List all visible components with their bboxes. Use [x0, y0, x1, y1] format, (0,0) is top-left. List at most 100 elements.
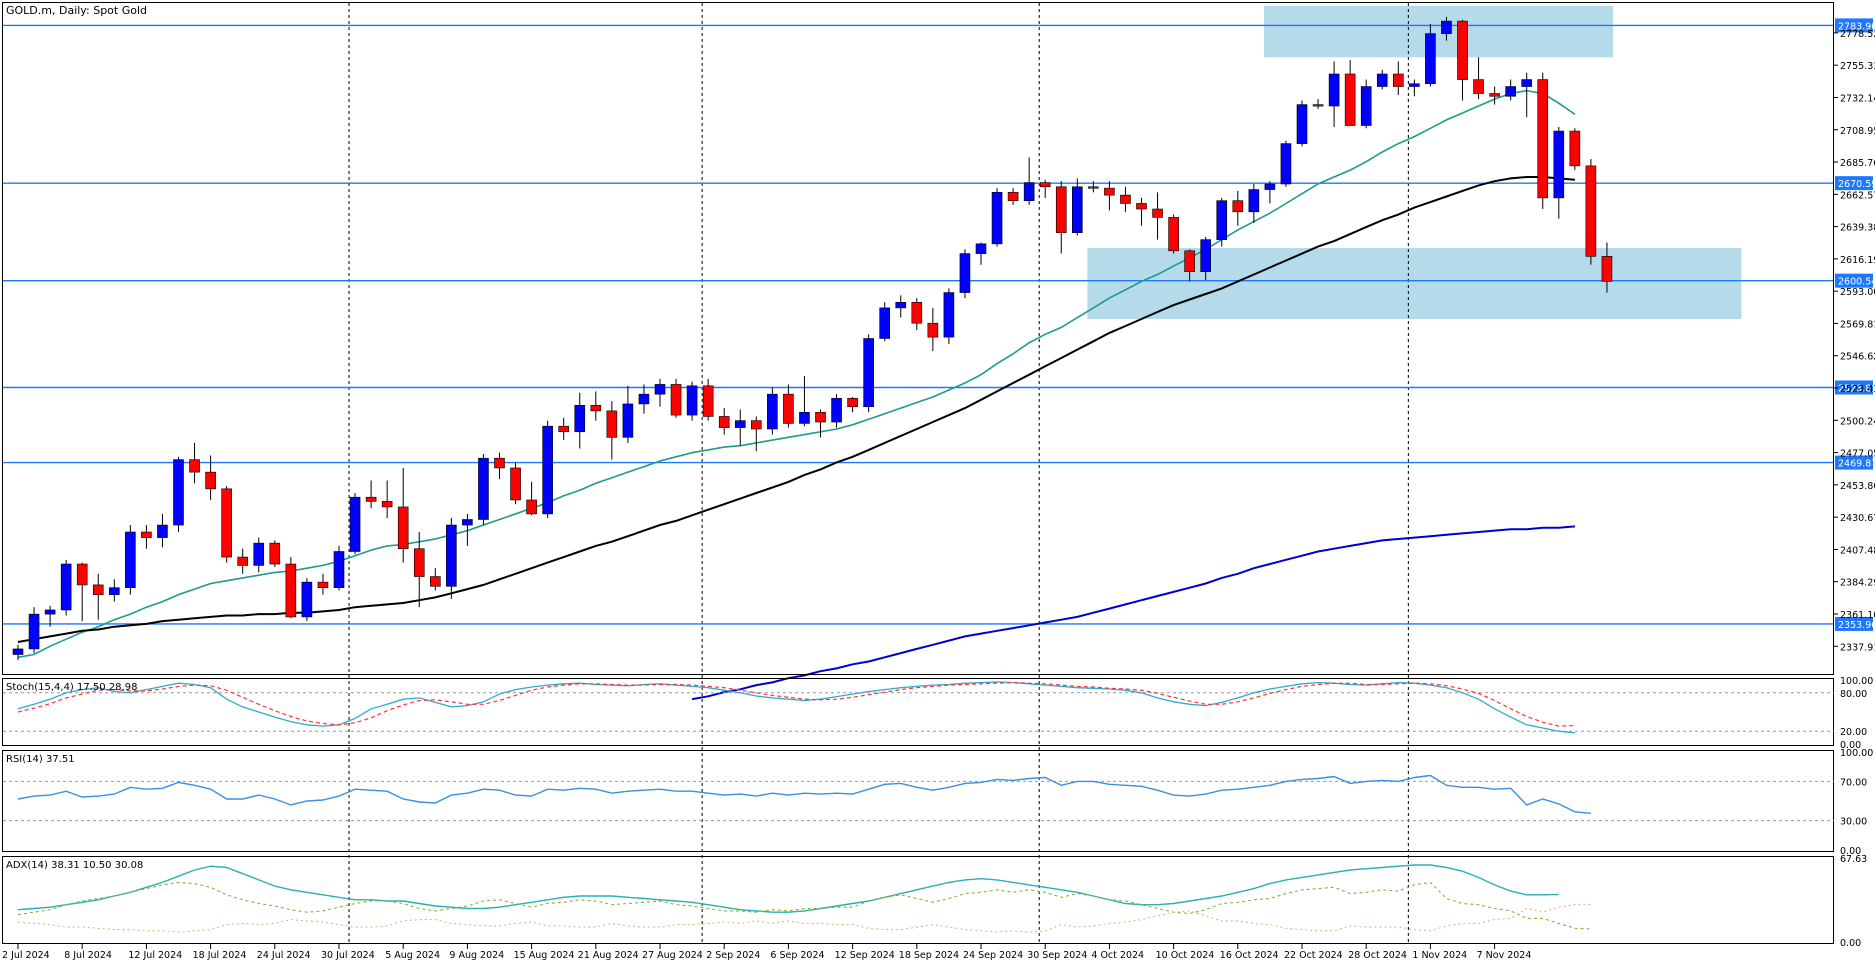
candle-body	[1055, 186, 1067, 233]
candle-body	[1489, 93, 1500, 97]
zones	[1087, 5, 1742, 320]
candle-body	[1232, 200, 1244, 213]
rsi-tick-label-2: 30.00	[1840, 817, 1867, 828]
candle-body	[638, 393, 650, 405]
main-panel-frame	[2, 2, 1834, 675]
candle-body	[1344, 73, 1356, 126]
candle-body	[975, 243, 987, 254]
candle-6	[109, 579, 120, 602]
candle-91	[1473, 57, 1484, 100]
candle-body	[1296, 104, 1308, 144]
candle-body	[959, 253, 971, 293]
ma-short-line	[17, 89, 1576, 659]
candle-59	[959, 249, 971, 299]
candle-body	[542, 425, 553, 515]
candle-body	[734, 420, 746, 428]
candle-body	[1104, 187, 1115, 196]
price-tick-label-14: 2453.86	[1840, 481, 1875, 492]
rsi-tick-label-3: 0.00	[1840, 846, 1861, 857]
candle-body	[895, 302, 907, 309]
price-tick-label-15: 2430.67	[1840, 513, 1875, 524]
candle-body	[815, 411, 826, 423]
stoch-tick-label-3: 0.00	[1840, 740, 1861, 751]
chart-title: GOLD.m, Daily: Spot Gold	[6, 4, 147, 17]
zone-0	[1263, 5, 1613, 58]
candle-90	[1457, 19, 1468, 101]
candle-body	[558, 425, 570, 433]
candle-49	[799, 376, 810, 427]
price-tick-label-12: 2500.24	[1840, 416, 1875, 427]
price-level-tag-3	[1835, 380, 1873, 395]
candle-19	[317, 573, 329, 595]
candle-body	[1264, 183, 1276, 190]
candle-44	[718, 408, 730, 435]
adx-adx-line	[17, 864, 1559, 913]
candle-26	[429, 568, 441, 591]
candle-68	[1104, 181, 1115, 211]
price-levels: 2783.90 2670.59 2600.54 2523.81 2469.87 2353.…	[3, 18, 1875, 631]
candle-67	[1088, 181, 1099, 193]
candle-body	[1585, 165, 1597, 257]
candle-body	[1216, 200, 1228, 240]
price-tick-label-7: 2616.19	[1840, 255, 1875, 266]
candle-8	[141, 525, 152, 549]
time-label-5: 30 Jul 2024	[321, 950, 375, 961]
candle-body	[381, 501, 393, 508]
candle-body	[1328, 73, 1340, 107]
candle-63	[1023, 157, 1035, 205]
candle-66	[1072, 178, 1083, 236]
candle-body	[1312, 104, 1324, 107]
candle-84	[1360, 79, 1372, 129]
candle-body	[397, 506, 409, 550]
time-label-23: 7 Nov 2024	[1477, 950, 1532, 961]
candle-20	[333, 545, 345, 591]
candle-78	[1264, 181, 1276, 204]
candle-76	[1232, 190, 1244, 226]
candle-0	[12, 644, 24, 661]
candle-body	[799, 411, 810, 424]
candle-body	[189, 459, 200, 473]
price-level-label-1: 2670.59	[1838, 179, 1875, 190]
price-tick-label-18: 2361.10	[1840, 610, 1875, 621]
price-tick-label-16: 2407.48	[1840, 545, 1875, 556]
rsi-values-line	[17, 774, 1591, 814]
candle-36	[590, 391, 602, 421]
candle-body	[1537, 79, 1549, 199]
candle-body	[1200, 239, 1211, 272]
candle-body	[429, 576, 441, 587]
candle-48	[783, 384, 794, 428]
candle-body	[1376, 73, 1388, 87]
stoch-tick-label-1: 80.00	[1840, 689, 1867, 700]
price-tick-label-13: 2477.05	[1840, 449, 1875, 460]
candle-85	[1376, 69, 1388, 90]
candle-body	[783, 393, 794, 424]
candle-42	[686, 381, 698, 421]
candle-body	[349, 496, 361, 552]
candle-72	[1168, 214, 1179, 254]
price-tick-label-6: 2639.38	[1840, 223, 1875, 234]
candle-79	[1280, 140, 1292, 187]
candle-body	[494, 457, 505, 469]
price-tick-label-3: 2708.95	[1840, 126, 1875, 137]
candle-body	[92, 584, 104, 595]
candle-body	[1280, 143, 1292, 185]
price-tick-label-1: 2755.33	[1840, 61, 1875, 72]
price-level-tag-1	[1835, 176, 1873, 191]
candle-body	[750, 420, 762, 430]
candle-40	[654, 378, 666, 407]
candle-body	[76, 563, 88, 586]
candle-body	[109, 587, 120, 595]
candle-body	[1023, 182, 1035, 201]
candle-98	[1585, 158, 1597, 265]
candle-body	[574, 405, 586, 433]
candle-12	[205, 455, 216, 500]
candle-body	[269, 542, 281, 565]
candle-24	[397, 467, 409, 563]
price-level-tag-4	[1835, 455, 1873, 470]
candle-body	[141, 531, 152, 538]
candle-61	[991, 188, 1003, 247]
candle-body	[205, 471, 216, 490]
candle-body	[60, 563, 72, 611]
ma-long-line	[691, 525, 1575, 701]
